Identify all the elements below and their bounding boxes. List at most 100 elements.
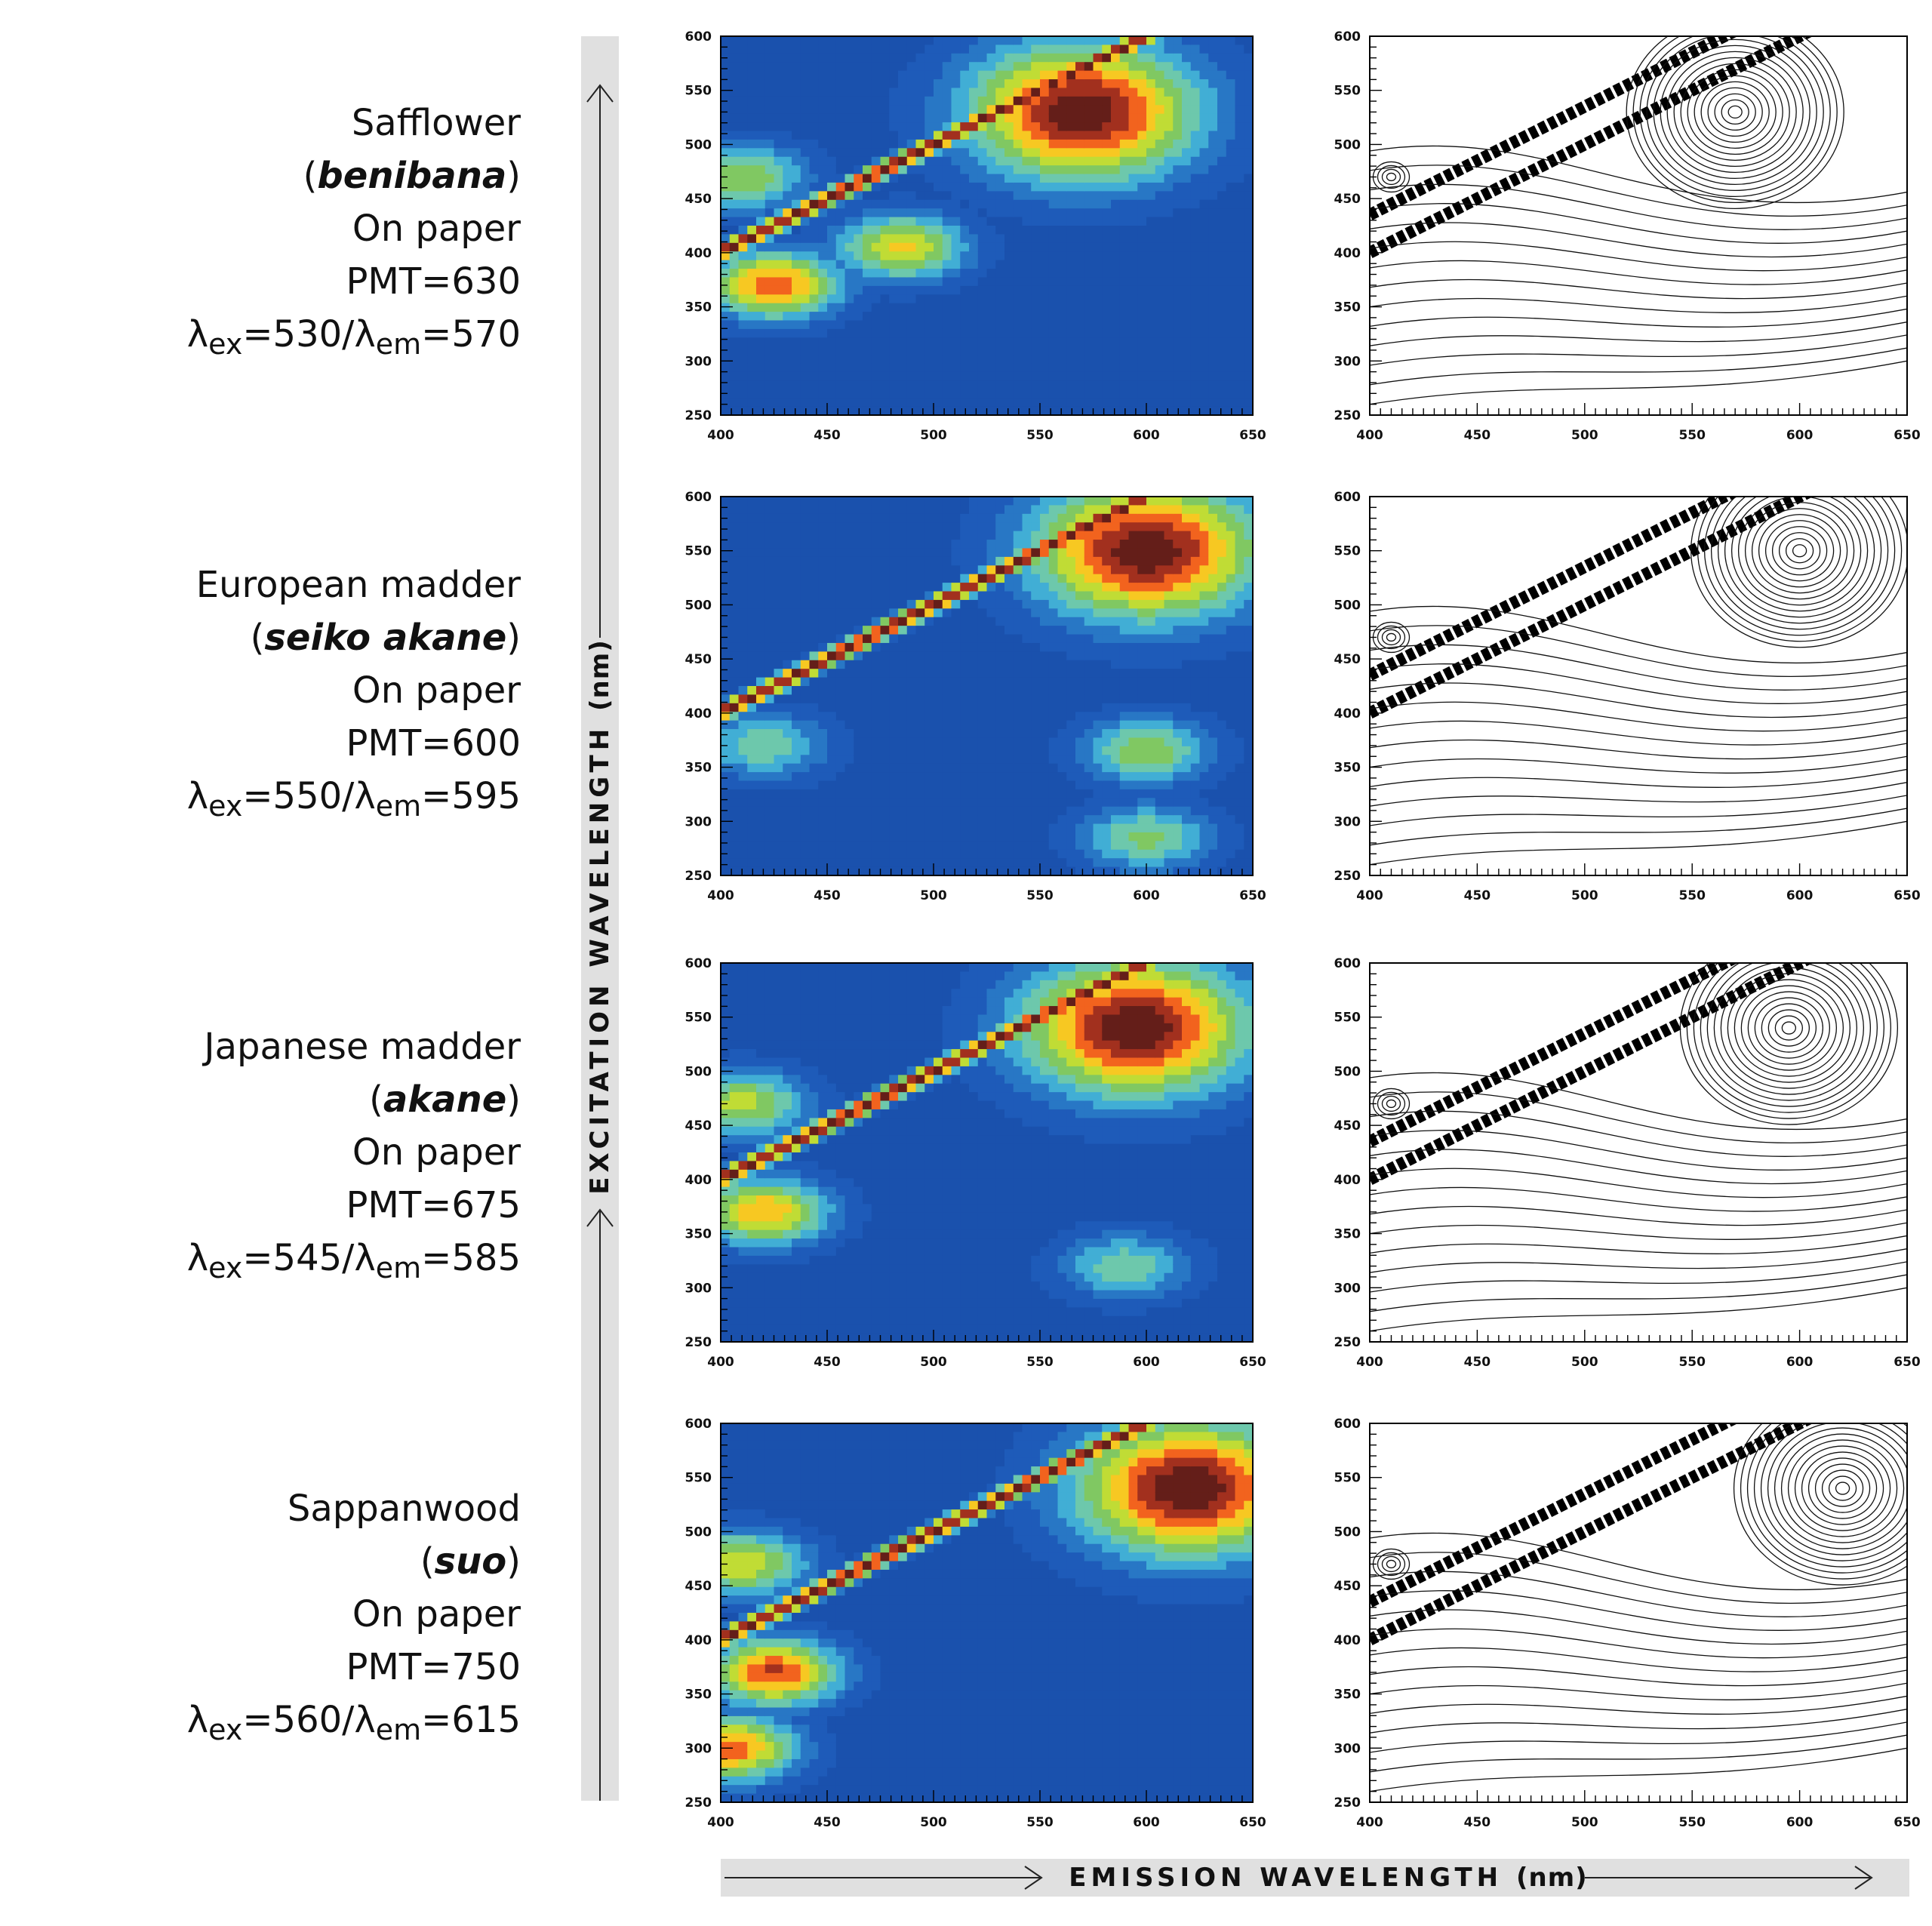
heatmap-cell (1137, 371, 1147, 381)
heatmap-cell (1208, 96, 1218, 106)
heatmap-cell (747, 285, 757, 295)
heatmap-cell (738, 737, 748, 747)
heatmap-cell (854, 79, 863, 89)
heatmap-cell (951, 406, 961, 415)
heatmap-cell (977, 497, 988, 506)
heatmap-cell (969, 565, 979, 575)
heatmap-cell (783, 626, 792, 635)
heatmap-cell (1040, 712, 1050, 721)
heatmap-cell (863, 565, 872, 575)
heatmap-cell (880, 277, 890, 287)
heatmap-cell (1119, 139, 1130, 149)
heatmap-cell (1013, 686, 1023, 696)
heatmap-cell (1066, 669, 1076, 678)
heatmap-cell (721, 199, 731, 209)
heatmap-cell (818, 703, 828, 712)
heatmap-cell (729, 789, 740, 798)
heatmap-cell (906, 755, 917, 765)
heatmap-cell (747, 406, 757, 415)
heatmap-cell (1190, 328, 1201, 338)
heatmap-cell (783, 277, 792, 287)
contour-y-tick-label: 300 (1334, 354, 1361, 369)
heatmap-cell (906, 191, 917, 201)
heatmap-cell (774, 651, 783, 661)
heatmap-cell (1084, 815, 1094, 825)
heatmap-cell (1128, 694, 1138, 704)
heatmap-cell (764, 858, 775, 868)
heatmap-cell (977, 165, 988, 175)
heatmap-cell (1217, 165, 1227, 175)
heatmap-cell (1173, 70, 1183, 80)
heatmap-cell (1066, 737, 1076, 747)
heatmap-cell (1057, 591, 1067, 601)
heatmap-cell (747, 505, 757, 515)
heatmap-cell (783, 789, 792, 798)
heatmap-cell (934, 720, 943, 730)
heatmap-cell (1048, 303, 1059, 312)
heatmap-cell (863, 591, 872, 601)
heatmap-cell (969, 389, 979, 398)
heatmap-cell (1066, 174, 1076, 183)
heatmap-cell (1022, 139, 1032, 149)
heatmap-cell (774, 669, 783, 678)
heatmap-cell (783, 88, 792, 97)
heatmap-cell (835, 131, 846, 140)
heatmap-cell (1208, 242, 1218, 252)
heatmap-cell (1093, 285, 1103, 295)
heatmap-cell (898, 389, 908, 398)
heatmap-cell (827, 806, 837, 816)
heatmap-cell (854, 780, 863, 790)
heatmap-cell (1093, 139, 1103, 149)
heatmap-cell (721, 548, 731, 558)
heatmap-cell (898, 105, 908, 115)
heatmap-cell (1155, 113, 1165, 123)
heatmap-cell (969, 355, 979, 365)
heatmap-cell (1031, 686, 1041, 696)
heatmap-cell (721, 583, 731, 592)
heatmap-cell (1199, 294, 1209, 304)
contour-y-tick-label: 550 (1334, 84, 1361, 99)
heatmap-cell (915, 763, 925, 773)
heatmap-cell (915, 497, 925, 506)
heatmap-cell (880, 328, 890, 338)
heatmap-cell (1031, 823, 1041, 833)
heatmap-cell (1040, 651, 1050, 661)
heatmap-cell (764, 234, 775, 244)
heatmap-cell (756, 574, 766, 583)
heatmap-cell (1146, 182, 1156, 192)
heatmap-cell (774, 815, 783, 825)
heatmap-cell (756, 70, 766, 80)
heatmap-cell (1128, 346, 1138, 355)
heatmap-cell (747, 355, 757, 365)
heatmap-cell (969, 729, 979, 739)
heatmap-cell (800, 823, 811, 833)
heatmap-cell (1111, 234, 1121, 244)
heatmap-cell (924, 217, 934, 226)
heatmap-cell (756, 780, 766, 790)
heatmap-cell (986, 113, 996, 123)
heatmap-cell (729, 70, 740, 80)
heatmap-cell (1040, 599, 1050, 609)
heatmap-cell (915, 62, 925, 72)
heatmap-cell (1102, 815, 1112, 825)
heatmap-cell (1057, 651, 1067, 661)
heatmap-cell (1057, 70, 1067, 80)
heatmap-cell (924, 780, 934, 790)
heatmap-cell (1031, 363, 1041, 373)
heatmap-cell (1235, 371, 1244, 381)
heatmap-cell (783, 355, 792, 365)
heatmap-cell (1182, 312, 1192, 322)
heatmap-cell (1244, 294, 1253, 304)
heatmap-cell (889, 608, 899, 618)
sample-common-name: akane (383, 1078, 507, 1121)
heatmap-cell (960, 841, 970, 851)
heatmap-cell (1075, 806, 1085, 816)
heatmap-cell (1128, 122, 1138, 132)
heatmap-cell (995, 363, 1005, 373)
heatmap-cell (764, 363, 775, 373)
heatmap-cell (764, 182, 775, 192)
heatmap-cell (969, 832, 979, 841)
heatmap-cell (915, 823, 925, 833)
heatmap-cell (1013, 36, 1023, 46)
filled-x-tick-label: 600 (1133, 428, 1160, 443)
